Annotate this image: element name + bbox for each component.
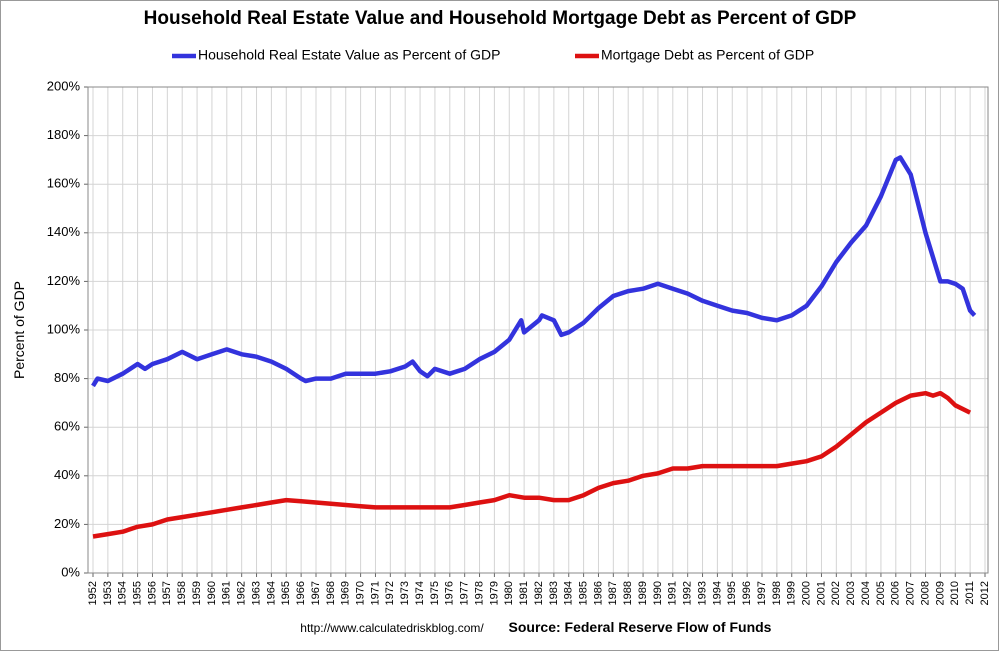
x-tick-label: 1991	[667, 581, 679, 605]
x-tick-label: 1987	[607, 581, 619, 605]
x-tick-label: 1984	[563, 581, 575, 605]
y-tick-label: 120%	[47, 273, 81, 288]
chart-title: Household Real Estate Value and Househol…	[144, 8, 857, 29]
x-tick-label: 1966	[295, 581, 307, 605]
x-tick-label: 1960	[206, 581, 218, 605]
x-tick-label: 1997	[756, 581, 768, 605]
x-tick-label: 1975	[429, 581, 441, 605]
source-url: http://www.calculatedriskblog.com/	[300, 621, 484, 635]
legend-label: Household Real Estate Value as Percent o…	[198, 47, 500, 63]
x-tick-label: 1956	[146, 581, 158, 605]
x-tick-label: 1985	[578, 581, 590, 605]
x-tick-label: 1989	[637, 581, 649, 605]
x-tick-label: 1994	[711, 581, 723, 605]
x-tick-label: 1995	[726, 581, 738, 605]
y-tick-label: 140%	[47, 224, 81, 239]
data-line	[91, 155, 977, 388]
x-tick-label: 1968	[325, 581, 337, 605]
y-tick-label: 0%	[61, 564, 80, 579]
x-tick-label: 1965	[280, 581, 292, 605]
source: Source: Federal Reserve Flow of Funds	[509, 619, 772, 635]
x-tick-label: 1969	[340, 581, 352, 605]
x-tick-label: 1992	[682, 581, 694, 605]
x-tick-label: 1990	[652, 581, 664, 605]
x-tick-label: 1970	[355, 581, 367, 605]
x-tick-label: 2011	[964, 581, 976, 605]
x-tick-label: 2002	[830, 581, 842, 605]
x-tick-label: 1998	[771, 581, 783, 605]
x-tick-label: 1980	[503, 581, 515, 605]
x-tick-label: 2004	[860, 581, 872, 605]
x-tick-label: 1953	[102, 581, 114, 605]
x-tick-label: 1983	[548, 581, 560, 605]
x-tick-label: 1981	[518, 581, 530, 605]
x-tick-label: 1952	[87, 581, 99, 605]
x-tick-label: 1958	[176, 581, 188, 605]
x-tick-label: 2001	[815, 581, 827, 605]
y-tick-label: 40%	[54, 467, 80, 482]
x-tick-label: 1972	[384, 581, 396, 605]
x-tick-label: 1954	[117, 581, 129, 605]
x-tick-label: 1979	[488, 581, 500, 605]
x-tick-label: 1977	[459, 581, 471, 605]
x-tick-label: 1993	[696, 581, 708, 605]
x-tick-label: 1982	[533, 581, 545, 605]
x-tick-label: 2003	[845, 581, 857, 605]
x-tick-label: 1962	[236, 581, 248, 605]
x-tick-label: 2005	[875, 581, 887, 605]
x-tick-label: 2007	[905, 581, 917, 605]
x-tick-label: 2010	[949, 581, 961, 605]
x-tick-label: 1955	[132, 581, 144, 605]
x-tick-label: 1971	[369, 581, 381, 605]
x-tick-label: 2012	[979, 581, 991, 605]
plot-border	[87, 86, 989, 574]
x-tick-label: 1978	[473, 581, 485, 605]
y-tick-label: 60%	[54, 419, 80, 434]
x-tick-label: 1996	[741, 581, 753, 605]
y-tick-label: 20%	[54, 516, 80, 531]
y-tick-label: 180%	[47, 127, 81, 142]
x-tick-label: 1999	[786, 581, 798, 605]
x-tick-label: 1959	[191, 581, 203, 605]
legend-label: Mortgage Debt as Percent of GDP	[601, 47, 814, 63]
x-tick-label: 2006	[890, 581, 902, 605]
y-tick-label: 200%	[47, 78, 81, 93]
x-tick-label: 1973	[399, 581, 411, 605]
x-tick-label: 1957	[161, 581, 173, 605]
x-tick-label: 1961	[221, 581, 233, 605]
y-tick-label: 80%	[54, 370, 80, 385]
x-tick-label: 1967	[310, 581, 322, 605]
data-line	[92, 390, 972, 539]
y-tick-label: 100%	[47, 321, 81, 336]
x-tick-label: 2000	[801, 581, 813, 605]
y-axis-label: Percent of GDP	[11, 281, 27, 379]
x-tick-label: 2008	[919, 581, 931, 605]
x-tick-label: 2009	[934, 581, 946, 605]
x-tick-label: 1974	[414, 581, 426, 605]
x-tick-label: 1963	[250, 581, 262, 605]
x-tick-label: 1988	[622, 581, 634, 605]
x-tick-label: 1976	[444, 581, 456, 605]
y-tick-label: 160%	[47, 176, 81, 191]
x-tick-label: 1986	[592, 581, 604, 605]
x-tick-label: 1964	[265, 581, 277, 605]
